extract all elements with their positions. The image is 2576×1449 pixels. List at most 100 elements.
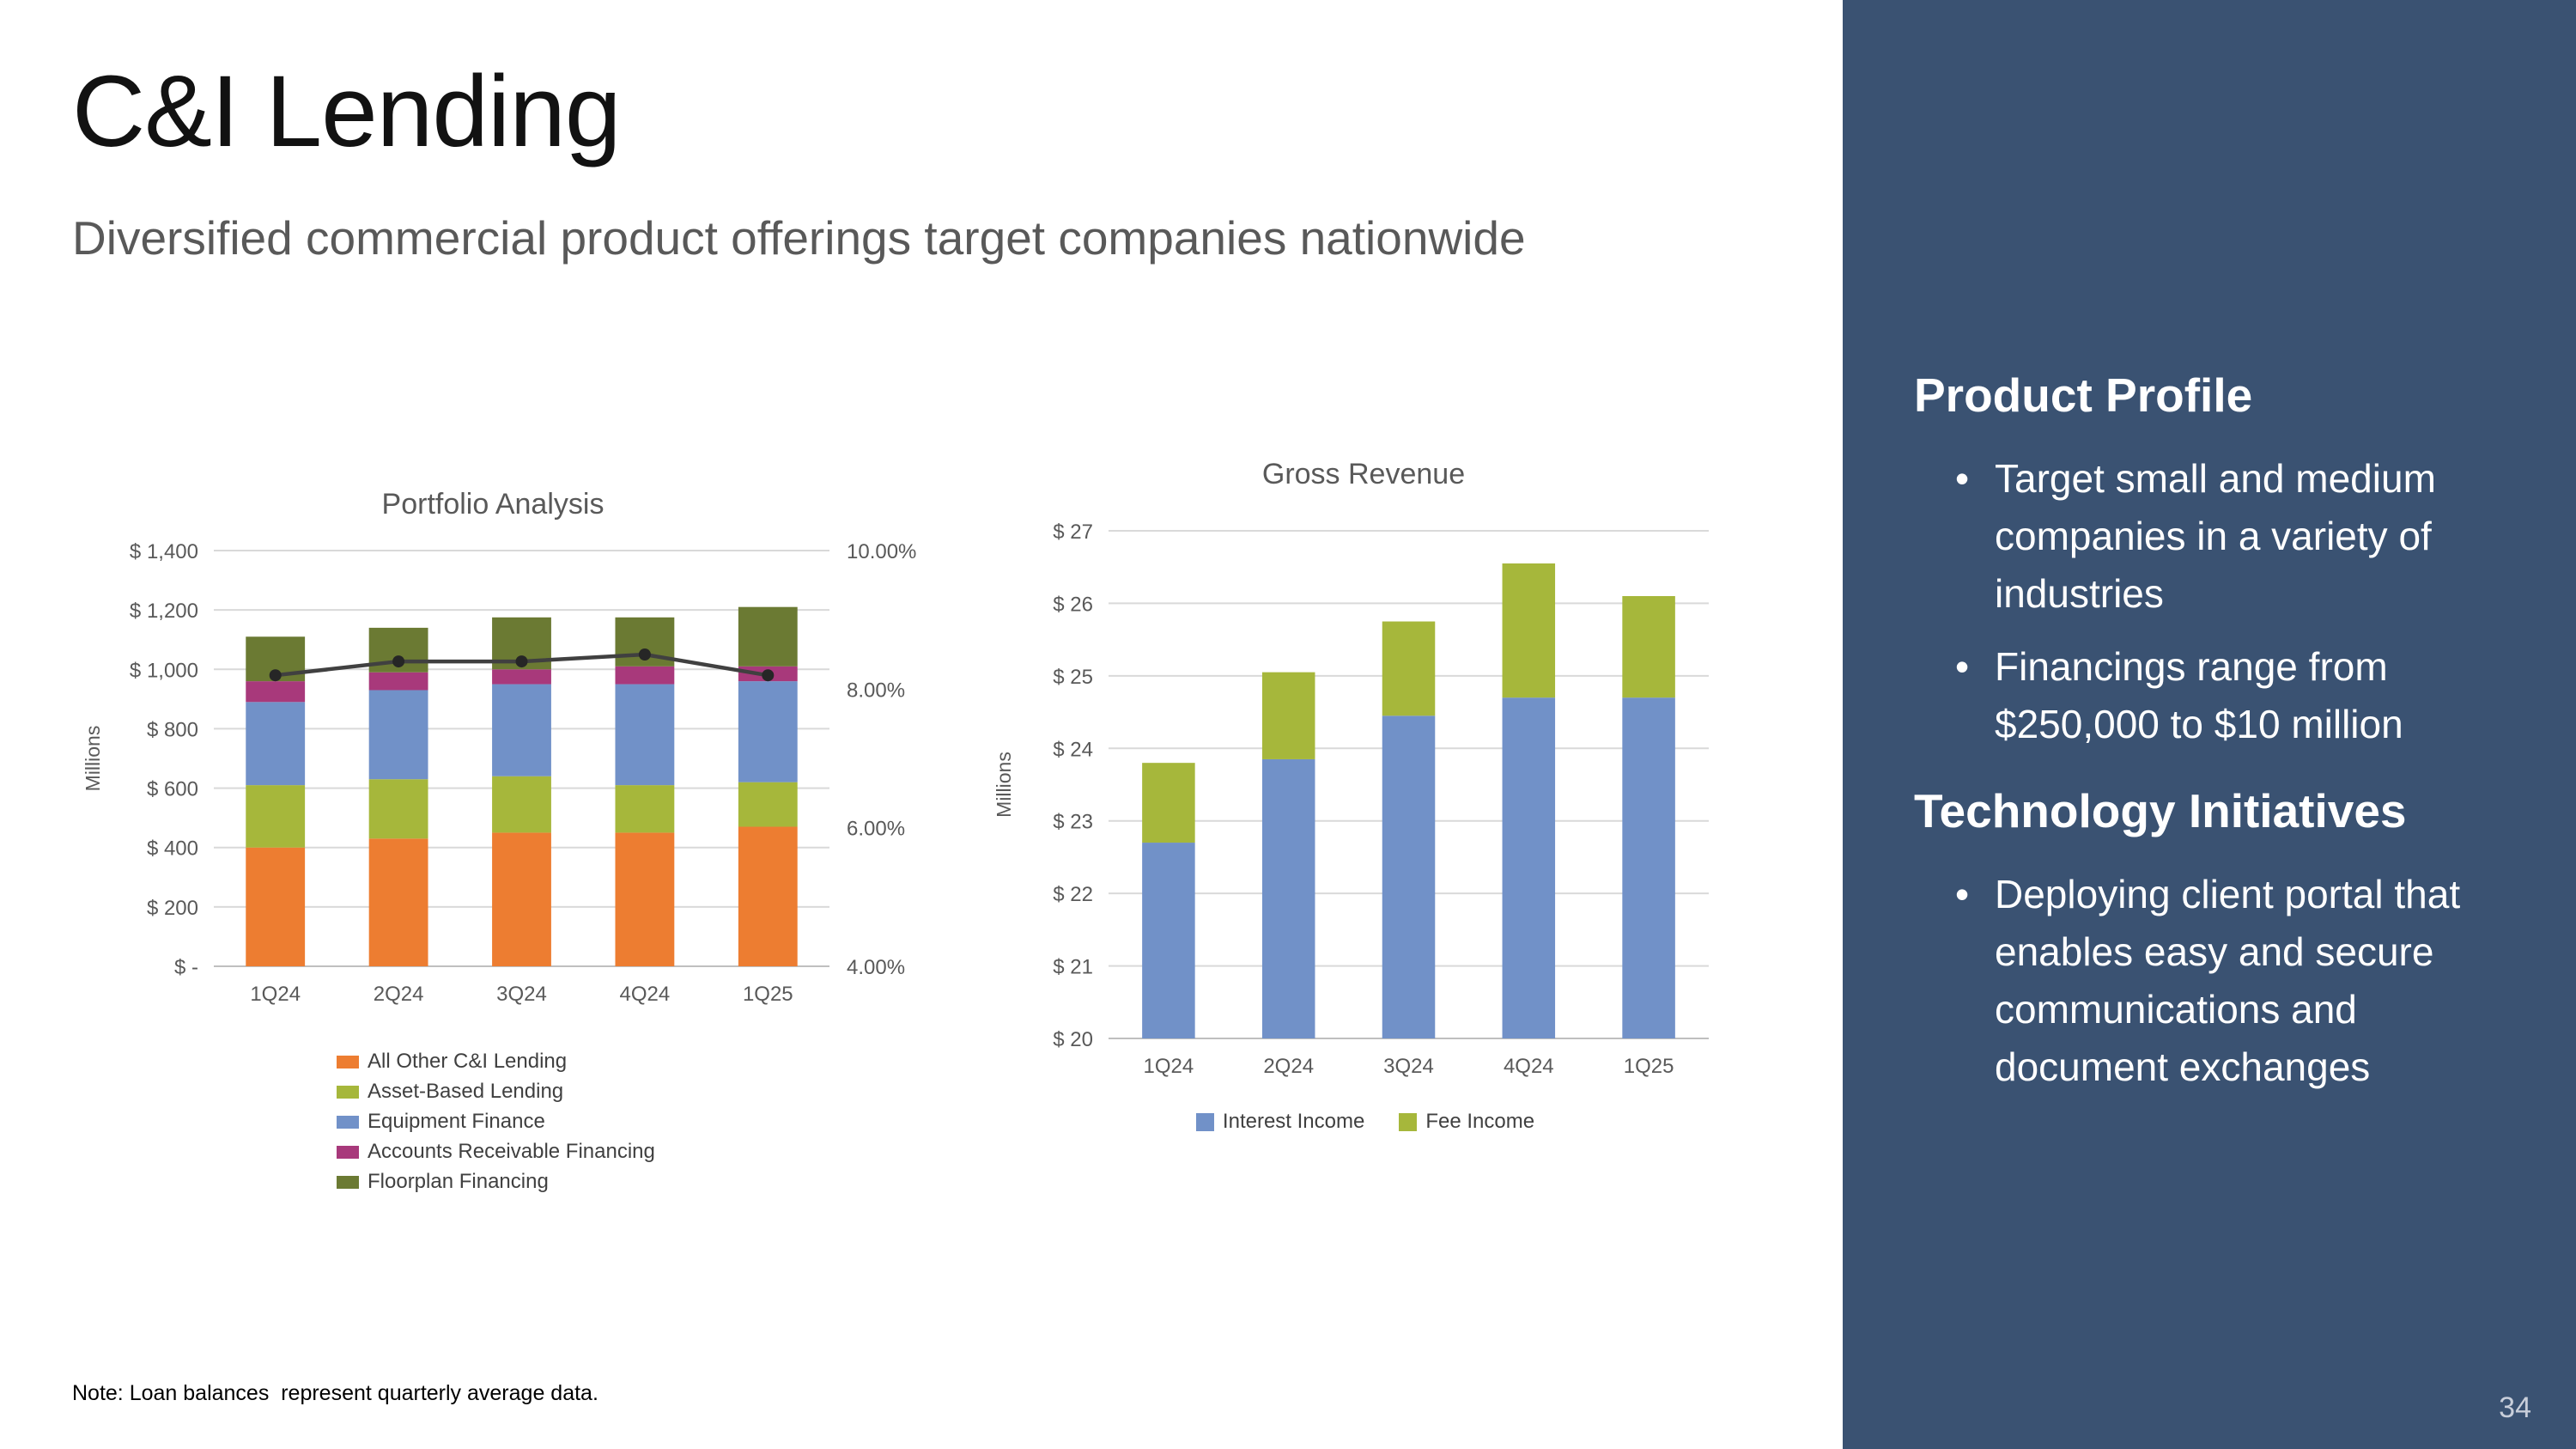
x-axis-tick-label: 2Q24 bbox=[1263, 1055, 1314, 1078]
sidebar-panel: Product Profile • Target small and mediu… bbox=[1843, 0, 2576, 1449]
legend-label: Interest Income bbox=[1222, 1110, 1365, 1133]
bar-segment bbox=[615, 666, 675, 685]
bar-segment bbox=[1622, 697, 1675, 1038]
portfolio-analysis-chart: $ - $ 200 $ 400 $ 600 $ 800 $ 1,000 $ 1,200 $ 1… bbox=[82, 540, 916, 1006]
bar-segment bbox=[1502, 563, 1556, 698]
x-axis-tick-label: 1Q25 bbox=[743, 983, 793, 1006]
secondary-y-tick-label: 6.00% bbox=[847, 818, 905, 841]
y-axis-tick-label: $ 22 bbox=[1053, 883, 1093, 906]
x-axis-tick-label: 2Q24 bbox=[374, 983, 424, 1006]
legend-swatch bbox=[337, 1055, 359, 1068]
bar-segment bbox=[1261, 758, 1315, 1038]
bullet-text: Target small and medium companies in a v… bbox=[1995, 456, 2436, 616]
legend-swatch bbox=[337, 1115, 359, 1129]
sidebar-section-technology-initiatives: Technology Initiatives • Deploying clien… bbox=[1914, 785, 2533, 1096]
legend-item: Fee Income bbox=[1399, 1110, 1534, 1134]
bar-segment bbox=[246, 681, 306, 703]
bar-segment bbox=[246, 847, 306, 966]
bar-segment bbox=[738, 606, 798, 667]
bar-segment bbox=[368, 779, 428, 839]
bullet-text: Deploying client portal that enables eas… bbox=[1995, 872, 2461, 1089]
x-axis-tick-label: 1Q24 bbox=[250, 983, 301, 1006]
portfolio-analysis-chart-title: Portfolio Analysis bbox=[381, 488, 605, 521]
trend-point bbox=[269, 669, 282, 682]
y-axis-tick-label: $ 21 bbox=[1053, 956, 1093, 979]
legend-label: Accounts Receivable Financing bbox=[368, 1140, 655, 1163]
y-axis-tick-label: $ 1,200 bbox=[130, 600, 198, 623]
bar-segment bbox=[615, 832, 675, 966]
technology-initiatives-heading: Technology Initiatives bbox=[1914, 784, 2407, 837]
bar-segment bbox=[368, 672, 428, 691]
y-axis-tick-label: $ 20 bbox=[1053, 1028, 1093, 1051]
product-profile-heading: Product Profile bbox=[1914, 368, 2253, 422]
legend-item: Floorplan Financing bbox=[337, 1170, 655, 1194]
secondary-y-tick-label: 4.00% bbox=[847, 956, 905, 979]
y-axis-tick-label: $ 25 bbox=[1053, 666, 1093, 689]
legend-item: Asset-Based Lending bbox=[337, 1080, 655, 1104]
trend-point bbox=[515, 655, 528, 668]
legend-label: Asset-Based Lending bbox=[368, 1080, 564, 1103]
legend-label: Fee Income bbox=[1425, 1110, 1535, 1133]
gross-revenue-chart: $ 20 $ 21 $ 22 $ 23 $ 24 $ 25 $ 26 $ 27 1Q24 2Q24… bbox=[993, 521, 1709, 1078]
y-axis-tick-label: $ 800 bbox=[147, 718, 198, 741]
bar-segment bbox=[1502, 697, 1556, 1038]
bullet-item: • Target small and medium companies in a… bbox=[1914, 450, 2533, 623]
y-axis-tick-label: $ 1,400 bbox=[130, 540, 198, 563]
trend-point bbox=[392, 655, 405, 668]
bar-segment bbox=[492, 684, 551, 776]
bar-segment bbox=[1261, 672, 1315, 759]
x-axis-tick-label: 1Q24 bbox=[1144, 1055, 1194, 1078]
gross-revenue-chart-title: Gross Revenue bbox=[1261, 458, 1466, 490]
y-axis-tick-label: $ - bbox=[174, 956, 198, 979]
secondary-y-tick-label: 10.00% bbox=[847, 540, 916, 563]
legend-swatch bbox=[1399, 1112, 1418, 1131]
y-axis-tick-label: $ 1,000 bbox=[130, 659, 198, 682]
bullet-list: • Deploying client portal that enables e… bbox=[1914, 866, 2533, 1096]
legend-swatch bbox=[337, 1175, 359, 1189]
y-axis-tick-label: $ 27 bbox=[1053, 521, 1093, 544]
bar-segment bbox=[368, 690, 428, 780]
bar-segment bbox=[1622, 595, 1675, 698]
legend-swatch bbox=[337, 1145, 359, 1159]
sidebar-section-product-profile: Product Profile • Target small and mediu… bbox=[1914, 369, 2533, 753]
bar-segment bbox=[738, 826, 798, 966]
y-axis-title: Millions bbox=[82, 726, 104, 792]
bar-segment bbox=[738, 681, 798, 782]
bullet-marker: • bbox=[1955, 456, 1970, 501]
legend-label: Equipment Finance bbox=[368, 1110, 545, 1133]
y-axis-tick-label: $ 200 bbox=[147, 897, 198, 920]
y-axis-tick-label: $ 600 bbox=[147, 778, 198, 801]
y-axis-title: Millions bbox=[993, 752, 1015, 818]
legend-label: All Other C&I Lending bbox=[368, 1050, 568, 1073]
footnote: Note: Loan balances represent quarterly … bbox=[72, 1381, 598, 1405]
bullet-marker: • bbox=[1955, 872, 1970, 916]
bullet-text: Financings range from $250,000 to $10 mi… bbox=[1995, 644, 2403, 746]
bar-segment bbox=[492, 669, 551, 685]
trend-point bbox=[638, 648, 651, 661]
bar-segment bbox=[1142, 763, 1195, 843]
x-axis-tick-label: 4Q24 bbox=[620, 983, 671, 1006]
legend-item: Accounts Receivable Financing bbox=[337, 1140, 655, 1164]
bar-segment bbox=[246, 702, 306, 786]
bar-segment bbox=[1382, 621, 1436, 716]
x-axis-tick-label: 1Q25 bbox=[1624, 1055, 1674, 1078]
legend-swatch bbox=[337, 1085, 359, 1099]
trend-point bbox=[762, 669, 775, 682]
bar-segment bbox=[615, 684, 675, 786]
portfolio-analysis-legend: All Other C&I Lending Asset-Based Lending… bbox=[337, 1050, 655, 1194]
x-axis-tick-label: 3Q24 bbox=[1383, 1055, 1434, 1078]
y-axis-tick-label: $ 26 bbox=[1053, 593, 1093, 616]
y-axis-tick-label: $ 23 bbox=[1053, 811, 1093, 834]
y-axis-tick-label: $ 400 bbox=[147, 837, 198, 861]
legend-item: All Other C&I Lending bbox=[337, 1050, 655, 1074]
x-axis-tick-label: 3Q24 bbox=[496, 983, 547, 1006]
bar-segment bbox=[246, 785, 306, 848]
legend-label: Floorplan Financing bbox=[368, 1170, 549, 1193]
legend-swatch bbox=[1195, 1112, 1214, 1131]
bar-segment bbox=[492, 776, 551, 833]
legend-item: Equipment Finance bbox=[337, 1110, 655, 1134]
slide-subtitle: Diversified commercial product offerings… bbox=[72, 211, 1526, 265]
bullet-item: • Financings range from $250,000 to $10 … bbox=[1914, 638, 2533, 753]
bar-segment bbox=[368, 838, 428, 966]
